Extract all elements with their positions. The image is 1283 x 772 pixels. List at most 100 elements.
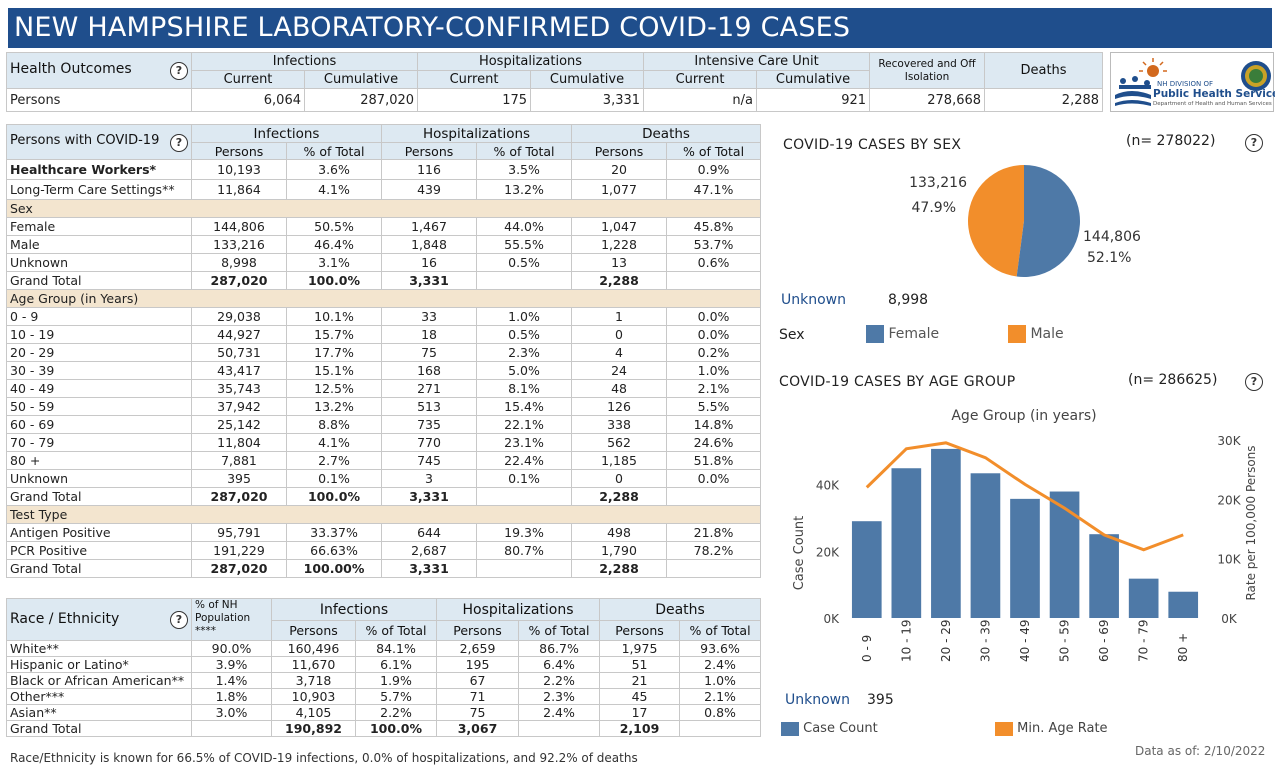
nh-dphs-logo: NH DIVISION OF Public Health Services De… <box>1110 52 1283 112</box>
cell-value: 1.0% <box>666 361 762 380</box>
page-title: NEW HAMPSHIRE LABORATORY-CONFIRMED COVID… <box>8 8 1272 48</box>
cell-value: 3 <box>381 469 478 488</box>
age-unknown-label: Unknown <box>785 692 850 708</box>
section-title: Test Type <box>5 505 762 524</box>
row-label: Grand Total <box>6 720 192 737</box>
subheader: Persons <box>436 620 520 641</box>
table-row: Black or African American** 1.4% 3,718 1.9%… <box>6 672 762 689</box>
cell-value: 100.0% <box>285 487 383 506</box>
help-icon[interactable]: ? <box>1245 134 1263 152</box>
outcomes-persons-row: Persons 6,064 287,020 175 3,331 n/a 921 278,66… <box>6 88 1104 112</box>
cell-value: 338 <box>571 415 668 434</box>
population-pct: 3.0% <box>191 704 272 721</box>
age-n-count: (n= 286625) <box>1128 372 1218 388</box>
table-row: 40 - 49 35,743 12.5% 271 8.1% 48 2.1% <box>6 379 762 398</box>
row-label: Unknown <box>6 253 192 272</box>
outcome-value: 6,064 <box>191 88 305 112</box>
cell-value: 644 <box>381 523 478 542</box>
cell-value: 2.2% <box>518 672 601 689</box>
row-label: Asian** <box>6 704 192 721</box>
cell-value: 47.1% <box>666 179 762 200</box>
section-row: Sex <box>5 199 762 218</box>
group-header: Deaths <box>599 598 762 621</box>
row-label: Antigen Positive <box>6 523 192 542</box>
legend-female-label: Female <box>888 326 940 342</box>
age-bar[interactable] <box>851 521 882 618</box>
cell-value: 1.9% <box>354 672 438 689</box>
y2-tick-label: 0K <box>1221 612 1238 626</box>
age-bar[interactable] <box>970 473 1001 618</box>
cell-value: 3,331 <box>381 271 478 290</box>
outcome-value: 175 <box>417 88 532 112</box>
subheader: % of Total <box>679 620 762 641</box>
help-icon[interactable]: ? <box>170 62 188 80</box>
cell-value: 2.2% <box>354 704 438 721</box>
cell-value: 51 <box>599 656 681 673</box>
y-tick-label: 0K <box>823 612 840 626</box>
cell-value: 95,791 <box>191 523 287 542</box>
age-bar[interactable] <box>891 468 922 618</box>
logo-line1: NH DIVISION OF <box>1157 80 1213 88</box>
age-rate-line[interactable] <box>865 441 1184 552</box>
cell-value: 1,975 <box>599 640 681 657</box>
cell-value: 0.1% <box>285 469 383 488</box>
table-row: 70 - 79 11,804 4.1% 770 23.1% 562 24.6% <box>6 433 762 452</box>
cell-value: 770 <box>381 433 478 452</box>
cell-value: 78.2% <box>666 541 762 560</box>
cell-value: 2.3% <box>476 343 573 362</box>
cell-value: 2,288 <box>571 559 668 578</box>
cell-value: 44.0% <box>476 217 573 236</box>
row-label: Grand Total <box>6 271 192 290</box>
legend-case-count[interactable]: Case Count <box>781 721 878 736</box>
legend-age-rate[interactable]: Min. Age Rate <box>995 721 1108 736</box>
population-pct: 1.4% <box>191 672 272 689</box>
cell-value: 0.8% <box>679 704 762 721</box>
row-label: Black or African American** <box>6 672 192 689</box>
table-row: Healthcare Workers* 10,193 3.6% 116 3.5% 20 0.… <box>6 159 762 180</box>
cell-value: 10.1% <box>285 307 383 326</box>
help-icon[interactable]: ? <box>1245 373 1263 391</box>
cell-value: 287,020 <box>191 559 287 578</box>
x-tick-label: 50 - 59 <box>1058 620 1072 663</box>
data-as-of: Data as of: 2/10/2022 <box>1135 744 1266 758</box>
state-seal-icon <box>1241 61 1271 91</box>
cell-value: 100.00% <box>285 559 383 578</box>
legend-swatch-case-count <box>781 721 799 736</box>
x-tick-label: 0 - 9 <box>860 635 874 662</box>
age-bar[interactable] <box>931 448 961 618</box>
sex-unknown-label: Unknown <box>781 292 846 308</box>
y-axis-label: Case Count <box>792 516 807 591</box>
section-title: Sex <box>5 199 762 218</box>
cell-value: 0.9% <box>666 159 762 180</box>
legend-female[interactable]: Female <box>866 325 939 343</box>
cell-value: 0.2% <box>666 343 762 362</box>
table-row: White** 90.0% 160,496 84.1% 2,659 86.7% 1,975 9… <box>6 640 762 657</box>
logo-line2: Public Health Services <box>1153 88 1275 100</box>
age-bar[interactable] <box>1168 591 1199 618</box>
cell-value: 22.4% <box>476 451 573 470</box>
table-row: Hispanic or Latino* 3.9% 11,670 6.1% 195 6.4%… <box>6 656 762 673</box>
cell-value: 45.8% <box>666 217 762 236</box>
age-bar[interactable] <box>1010 498 1040 618</box>
cell-value: 191,229 <box>191 541 287 560</box>
help-icon[interactable]: ? <box>170 610 188 629</box>
help-icon[interactable]: ? <box>170 133 188 152</box>
age-bar[interactable] <box>1049 491 1080 618</box>
cell-value: 287,020 <box>191 487 287 506</box>
group-header: Infections <box>270 598 438 621</box>
subheader: Persons <box>191 142 287 160</box>
race-header: Race / Ethnicity? <box>6 598 192 641</box>
age-bar[interactable] <box>1128 578 1159 618</box>
pie-slice-female[interactable] <box>1016 165 1080 277</box>
cell-value: 24 <box>571 361 668 380</box>
cell-value: 18 <box>381 325 478 344</box>
cell-value: 1,467 <box>381 217 478 236</box>
subheader: % of Total <box>354 620 438 641</box>
cell-value: 0 <box>571 469 668 488</box>
age-bar[interactable] <box>1089 534 1119 618</box>
header-row: Race / Ethnicity?% of NH Population ****… <box>6 598 762 641</box>
pie-slice-male[interactable] <box>967 165 1024 277</box>
cell-value: 11,804 <box>191 433 287 452</box>
legend-male[interactable]: Male <box>1008 325 1064 343</box>
population-pct: 1.8% <box>191 688 272 705</box>
